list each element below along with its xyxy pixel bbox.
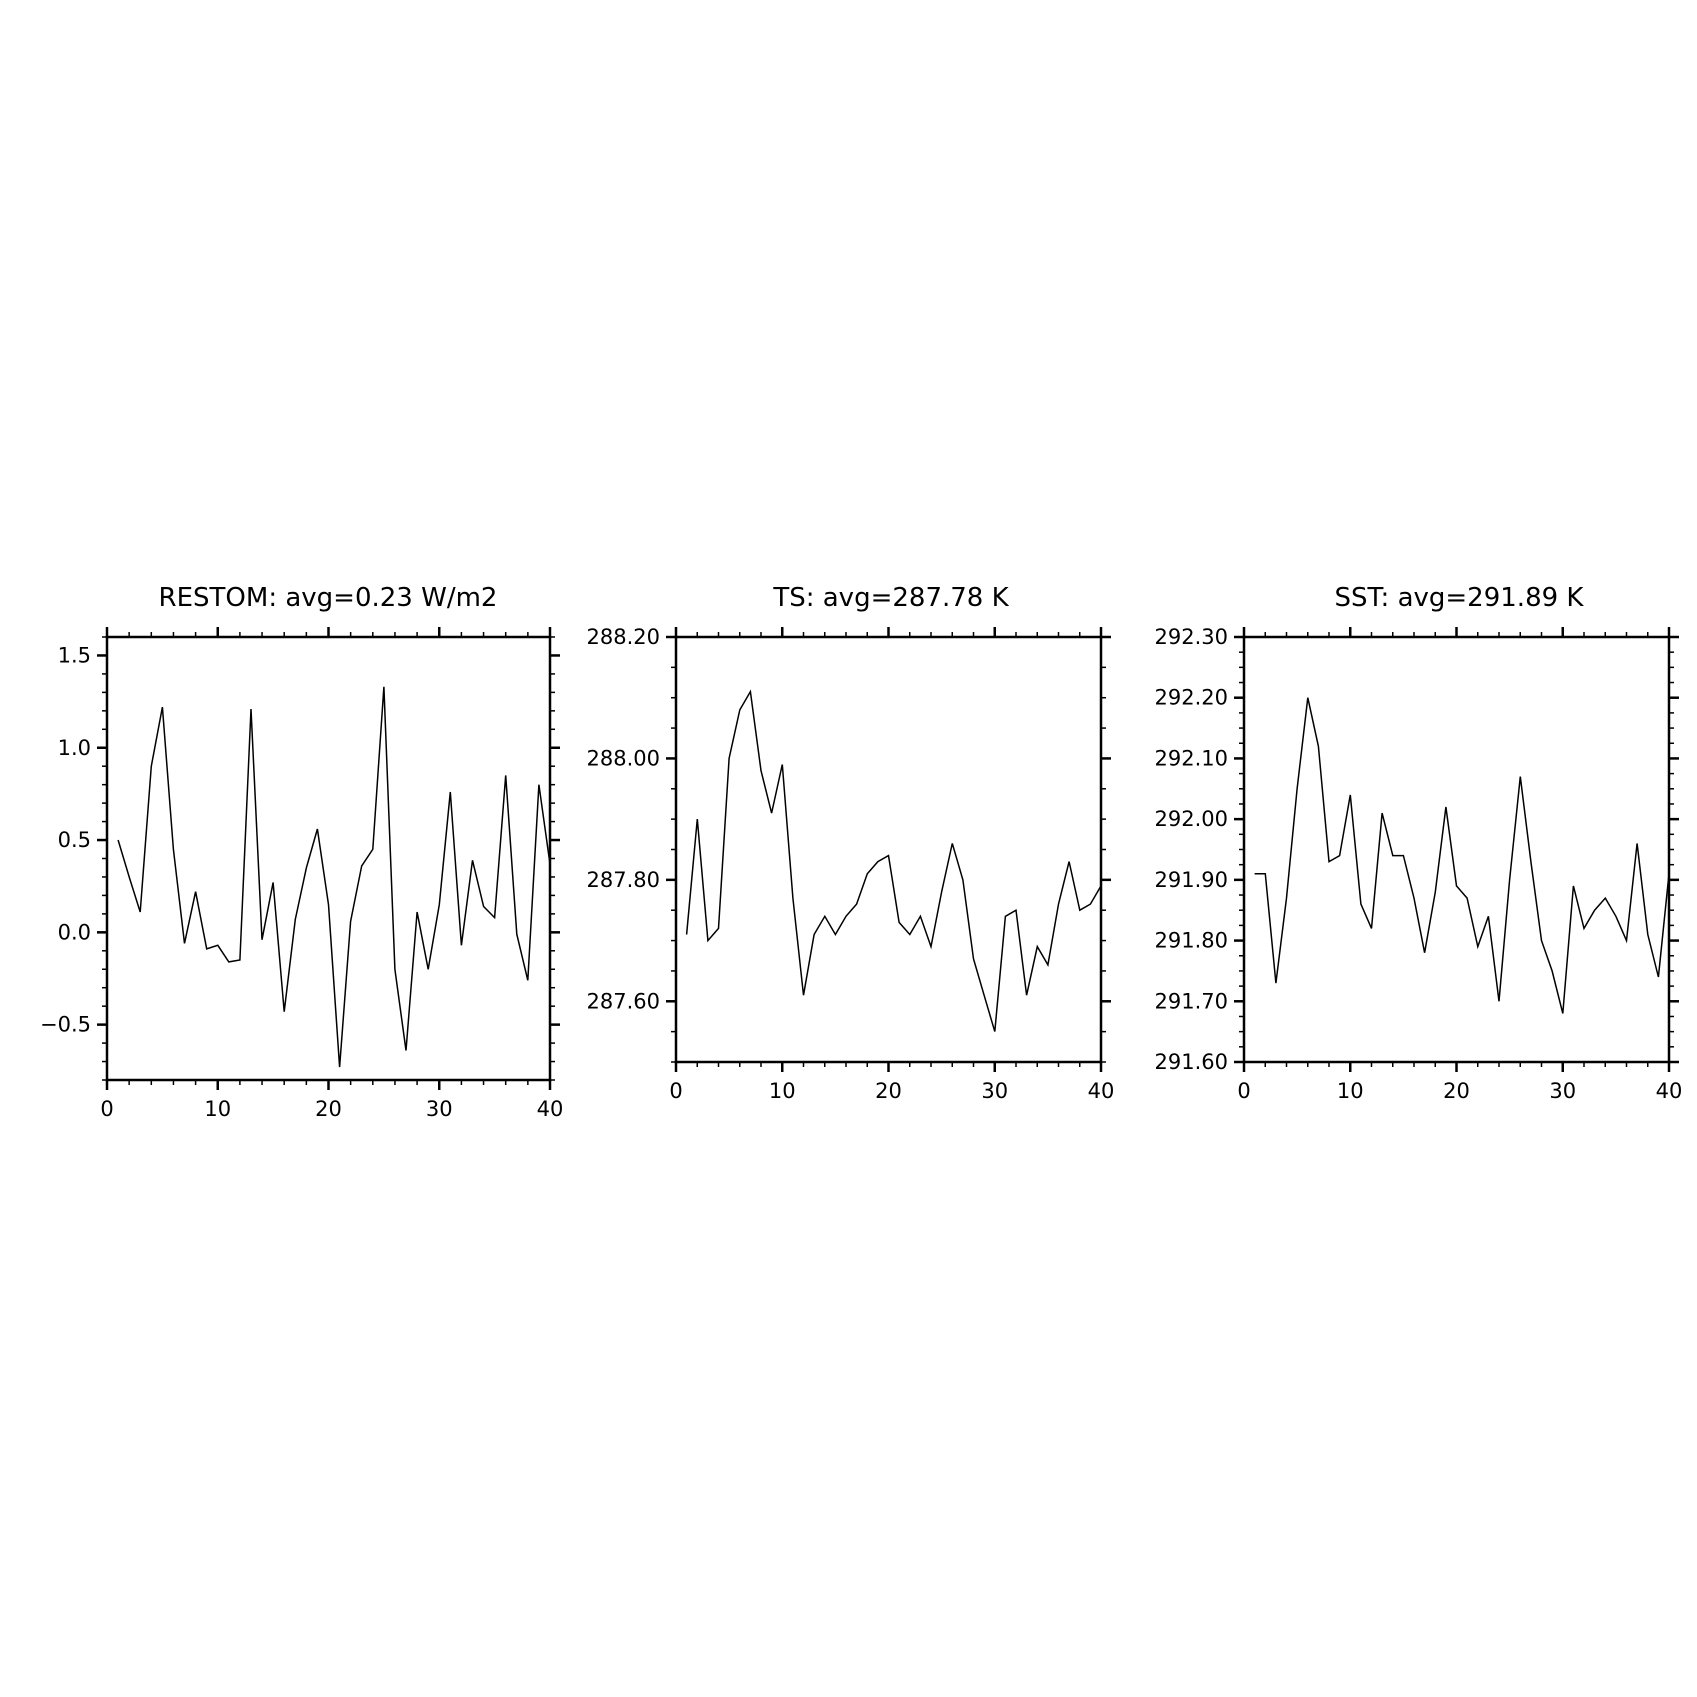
sst-y-tick-label: 292.20 [1155, 686, 1228, 710]
ts-x-tick-label: 30 [981, 1079, 1008, 1103]
ts-ticks [666, 627, 1111, 1072]
sst-series-line [1254, 697, 1670, 1014]
restom-y-tick-label: 0.5 [58, 828, 91, 852]
sst-y-tick-label: 291.80 [1155, 929, 1228, 953]
sst-x-tick-label: 40 [1656, 1079, 1683, 1103]
sst-x-tick-label: 30 [1549, 1079, 1576, 1103]
restom-plot-frame [105, 635, 552, 1082]
ts-tick-labels: 0 10 20 30 40 287.60 287.80 288.00 288.20 [587, 625, 1115, 1103]
ts-x-tick-label: 10 [769, 1079, 796, 1103]
ts-y-tick-label: 288.00 [587, 746, 660, 770]
sst-panel: SST: avg=291.89 K 0 10 20 30 40 291.60 291.70 2… [1155, 583, 1683, 1103]
ts-x-tick-label: 0 [669, 1079, 682, 1103]
sst-title: SST: avg=291.89 K [1335, 583, 1585, 613]
restom-y-tick-label: −0.5 [40, 1013, 91, 1037]
sst-y-tick-label: 291.60 [1155, 1050, 1228, 1074]
restom-title: RESTOM: avg=0.23 W/m2 [159, 583, 498, 613]
ts-plot-frame [674, 635, 1103, 1064]
restom-tick-labels: 0 10 20 30 40 −0.5 0.0 0.5 1.0 1.5 [40, 643, 563, 1121]
restom-x-tick-label: 30 [426, 1097, 453, 1121]
restom-series-line [117, 686, 551, 1068]
ts-panel: TS: avg=287.78 K 0 10 20 30 40 287.60 287.80 28… [587, 583, 1115, 1103]
ts-series-line [685, 689, 1102, 1032]
sst-y-tick-label: 292.30 [1155, 625, 1228, 649]
sst-x-tick-label: 10 [1337, 1079, 1364, 1103]
restom-y-tick-label: 1.5 [58, 643, 91, 667]
sst-y-tick-label: 291.70 [1155, 989, 1228, 1013]
sst-y-tick-label: 292.10 [1155, 746, 1228, 770]
sst-x-tick-label: 20 [1443, 1079, 1470, 1103]
sst-y-tick-label: 291.90 [1155, 868, 1228, 892]
restom-x-tick-label: 0 [100, 1097, 113, 1121]
ts-y-tick-label: 287.60 [587, 989, 660, 1013]
ts-x-tick-label: 40 [1088, 1079, 1115, 1103]
restom-y-tick-label: 1.0 [58, 736, 91, 760]
restom-y-tick-label: 0.0 [58, 920, 91, 944]
restom-panel: RESTOM: avg=0.23 W/m2 0 10 20 30 40 −0.5 0.0 0.… [40, 583, 563, 1121]
ts-x-tick-label: 20 [875, 1079, 902, 1103]
ts-y-tick-label: 287.80 [587, 868, 660, 892]
sst-x-tick-label: 0 [1237, 1079, 1250, 1103]
sst-tick-labels: 0 10 20 30 40 291.60 291.70 291.80 291.90 292.00 2… [1155, 625, 1683, 1103]
sst-y-tick-label: 292.00 [1155, 807, 1228, 831]
restom-ticks [97, 627, 560, 1090]
restom-x-tick-label: 10 [204, 1097, 231, 1121]
restom-x-tick-label: 40 [537, 1097, 564, 1121]
restom-x-tick-label: 20 [315, 1097, 342, 1121]
sst-ticks [1234, 627, 1679, 1072]
ts-title: TS: avg=287.78 K [772, 583, 1009, 613]
ts-y-tick-label: 288.20 [587, 625, 660, 649]
